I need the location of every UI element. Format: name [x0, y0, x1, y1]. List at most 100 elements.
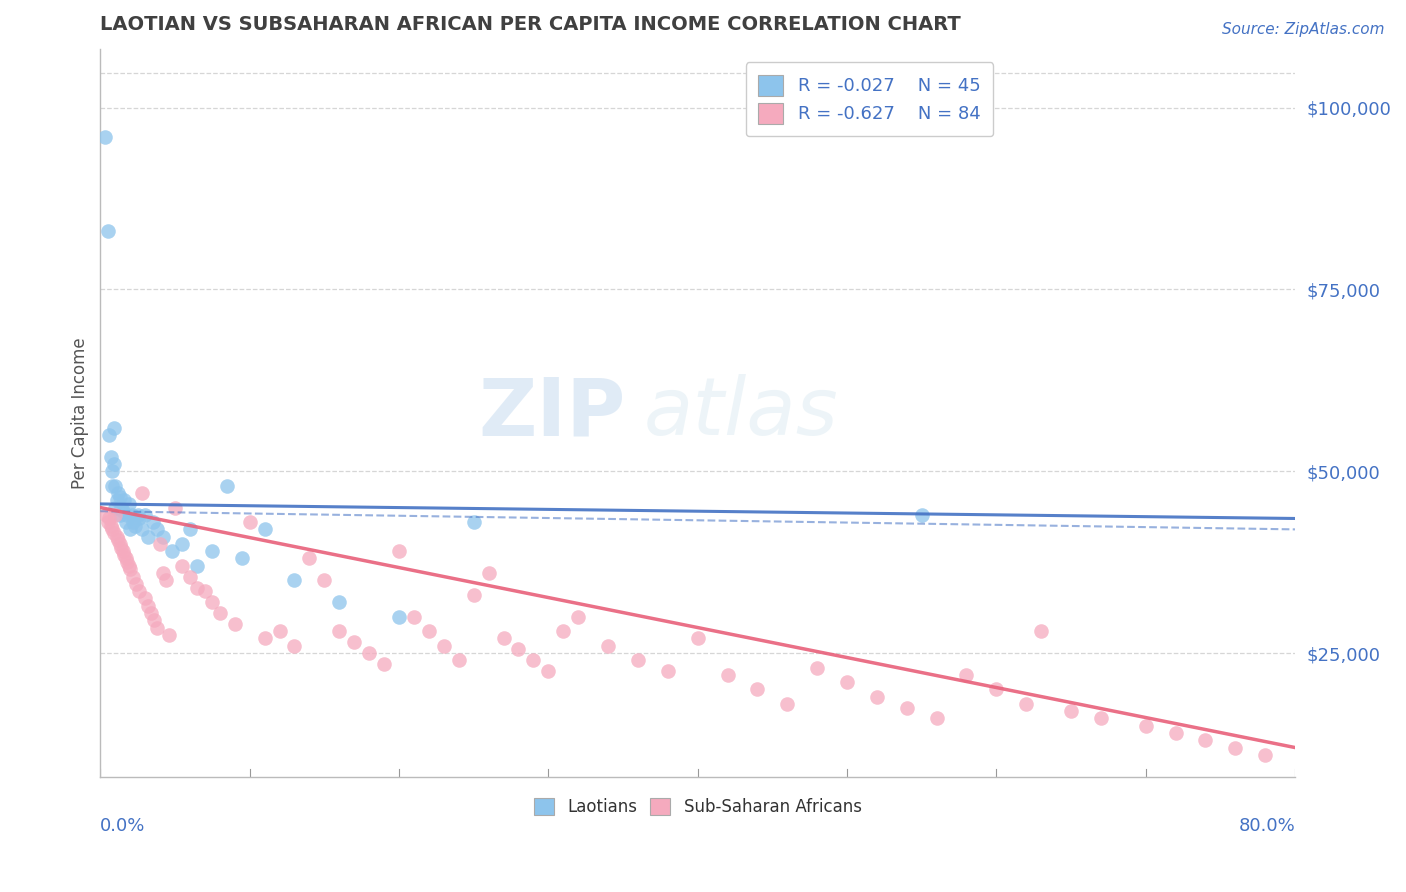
Point — [239, 515, 262, 529]
Point — [128, 584, 150, 599]
Point — [402, 609, 425, 624]
Point — [172, 537, 194, 551]
Point — [776, 697, 799, 711]
Point — [114, 551, 136, 566]
Point — [127, 508, 149, 522]
Point — [115, 555, 138, 569]
Point — [157, 628, 180, 642]
Point — [896, 700, 918, 714]
Point — [143, 613, 166, 627]
Point — [112, 548, 135, 562]
Point — [373, 657, 395, 671]
Point — [224, 616, 246, 631]
Point — [100, 518, 122, 533]
Point — [508, 642, 530, 657]
Point — [567, 609, 589, 624]
Point — [231, 551, 253, 566]
Point — [553, 624, 575, 639]
Point — [111, 504, 134, 518]
Text: LAOTIAN VS SUBSAHARAN AFRICAN PER CAPITA INCOME CORRELATION CHART: LAOTIAN VS SUBSAHARAN AFRICAN PER CAPITA… — [100, 15, 962, 34]
Point — [447, 653, 470, 667]
Point — [107, 486, 129, 500]
Point — [179, 522, 201, 536]
Point — [1194, 733, 1216, 747]
Point — [111, 544, 134, 558]
Point — [125, 577, 148, 591]
Point — [201, 544, 224, 558]
Point — [115, 508, 138, 522]
Point — [343, 635, 366, 649]
Text: atlas: atlas — [644, 374, 838, 452]
Text: Source: ZipAtlas.com: Source: ZipAtlas.com — [1222, 22, 1385, 37]
Point — [120, 522, 142, 536]
Point — [100, 450, 122, 464]
Point — [114, 515, 136, 529]
Point — [101, 522, 124, 536]
Point — [1225, 740, 1247, 755]
Point — [433, 639, 456, 653]
Point — [986, 682, 1008, 697]
Point — [253, 522, 276, 536]
Point — [108, 508, 131, 522]
Point — [146, 522, 169, 536]
Point — [269, 624, 291, 639]
Point — [103, 420, 125, 434]
Y-axis label: Per Capita Income: Per Capita Income — [72, 337, 89, 489]
Point — [105, 493, 128, 508]
Point — [1254, 747, 1277, 762]
Point — [1031, 624, 1053, 639]
Point — [118, 497, 141, 511]
Point — [208, 606, 231, 620]
Point — [97, 224, 120, 238]
Point — [103, 457, 125, 471]
Point — [1015, 697, 1038, 711]
Point — [686, 632, 709, 646]
Point — [134, 508, 156, 522]
Point — [253, 632, 276, 646]
Point — [98, 427, 121, 442]
Point — [105, 530, 128, 544]
Point — [388, 609, 411, 624]
Point — [163, 500, 186, 515]
Point — [108, 490, 131, 504]
Point — [194, 584, 217, 599]
Point — [104, 479, 127, 493]
Point — [217, 479, 239, 493]
Point — [107, 533, 129, 548]
Point — [136, 530, 159, 544]
Point — [911, 508, 934, 522]
Point — [110, 541, 132, 555]
Point — [1135, 719, 1157, 733]
Point — [112, 493, 135, 508]
Point — [328, 595, 350, 609]
Point — [94, 129, 117, 144]
Point — [866, 690, 889, 704]
Point — [179, 569, 201, 583]
Point — [103, 526, 125, 541]
Point — [101, 479, 124, 493]
Point — [104, 508, 127, 522]
Point — [131, 486, 153, 500]
Point — [627, 653, 650, 667]
Point — [283, 574, 305, 588]
Point — [155, 574, 177, 588]
Point — [806, 660, 828, 674]
Point — [835, 675, 858, 690]
Point — [97, 515, 120, 529]
Point — [478, 566, 501, 580]
Point — [747, 682, 769, 697]
Text: 0.0%: 0.0% — [100, 816, 146, 835]
Point — [359, 646, 381, 660]
Point — [955, 668, 977, 682]
Point — [596, 639, 619, 653]
Point — [1060, 704, 1083, 718]
Point — [142, 515, 165, 529]
Point — [146, 621, 169, 635]
Point — [418, 624, 440, 639]
Point — [98, 511, 121, 525]
Point — [101, 464, 124, 478]
Point — [314, 574, 336, 588]
Point — [463, 588, 485, 602]
Point — [522, 653, 544, 667]
Point — [186, 581, 208, 595]
